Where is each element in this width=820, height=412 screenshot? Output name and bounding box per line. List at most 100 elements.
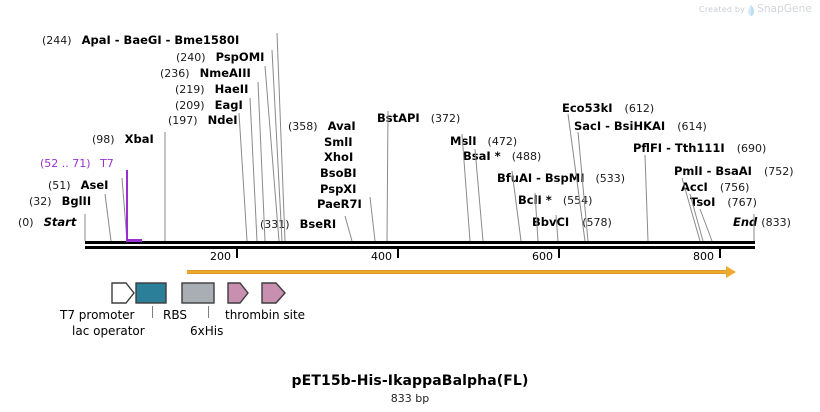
enzyme-names: XbaI: [124, 132, 154, 146]
enzyme-label-avai[interactable]: (358) AvaI: [288, 119, 356, 133]
promoter-label-t7[interactable]: (52 .. 71) T7: [40, 158, 114, 169]
feature-label-rbs[interactable]: RBS: [163, 308, 187, 322]
enzyme-label-bfuai[interactable]: BfuAI - BspMI (533): [497, 171, 626, 185]
ruler-tick-600: [558, 249, 560, 258]
enzyme-names: BsoBI: [320, 166, 357, 180]
ruler-tick-200: [236, 249, 238, 258]
enzyme-names: SmlI: [324, 135, 353, 149]
promoter-range: (52 .. 71): [40, 157, 91, 170]
enzyme-label-bsai[interactable]: BsaI * (488): [463, 149, 542, 163]
enzyme-label-bglii[interactable]: (32) BglII: [29, 194, 92, 208]
enzyme-position: (756): [719, 181, 750, 194]
enzyme-label-paer7i[interactable]: PaeR7I: [317, 197, 362, 211]
enzyme-label-smli[interactable]: SmlI: [324, 135, 353, 149]
feature-glyph-thrombin-site: [261, 282, 286, 304]
enzyme-position: (209): [175, 99, 205, 112]
enzyme-position: (32): [29, 195, 52, 208]
enzyme-names: PmlI - BsaAI: [674, 164, 752, 178]
enzyme-names: AseI: [80, 178, 109, 192]
enzyme-position: (533): [595, 172, 626, 185]
enzyme-position: (690): [736, 142, 767, 155]
enzyme-label-pspxi[interactable]: PspXI: [320, 183, 356, 196]
enzyme-position: (0): [18, 216, 34, 229]
enzyme-label-asei[interactable]: (51) AseI: [48, 178, 109, 192]
enzyme-label-msli[interactable]: MslI (472): [450, 134, 517, 148]
t7-promoter-marker-stem: [126, 170, 128, 241]
enzyme-label-saci[interactable]: SacI - BsiHKAI (614): [574, 120, 707, 133]
enzyme-label-start[interactable]: (0) Start: [18, 215, 77, 229]
enzyme-position: (219): [175, 83, 205, 96]
enzyme-names: EagI: [214, 98, 243, 112]
page-title: pET15b-His-IkappaBalpha(FL): [291, 373, 529, 389]
enzyme-names: BbvCI: [532, 215, 570, 229]
enzyme-label-tsoi[interactable]: TsoI (767): [690, 196, 757, 209]
enzyme-label-pmli[interactable]: PmlI - BsaAI (752): [674, 164, 794, 178]
enzyme-names: MslI: [450, 134, 477, 148]
feature-label-6xhis[interactable]: 6xHis: [190, 324, 224, 338]
t7-promoter-marker[interactable]: [126, 239, 142, 242]
enzyme-label-pspomi[interactable]: (240) PspOMI: [176, 50, 265, 64]
enzyme-label-bsobi[interactable]: BsoBI: [320, 166, 357, 180]
enzyme-position: (767): [727, 196, 757, 209]
enzyme-position: (51): [48, 179, 71, 192]
ruler-label-800: 800: [693, 250, 714, 263]
enzyme-label-ndei[interactable]: (197) NdeI: [168, 113, 238, 127]
ruler-label-200: 200: [210, 250, 231, 263]
feature-label-thrombin-site[interactable]: thrombin site: [225, 308, 306, 322]
enzyme-label-haeii[interactable]: (219) HaeII: [175, 82, 249, 96]
enzyme-label-eagi[interactable]: (209) EagI: [175, 98, 243, 112]
enzyme-position: (240): [176, 51, 206, 64]
feature-label-t7-promoter[interactable]: T7 promoter: [60, 308, 135, 322]
enzyme-names: AvaI: [327, 119, 356, 133]
enzyme-position: (612): [624, 102, 655, 115]
enzyme-names: BglII: [61, 194, 92, 208]
enzyme-names: XhoI: [324, 150, 354, 164]
feature-glyph-row: [111, 282, 286, 304]
enzyme-label-acci[interactable]: AccI (756): [681, 181, 750, 194]
enzyme-label-bcli[interactable]: BclI * (554): [518, 193, 593, 207]
enzyme-names: BsaI *: [463, 149, 501, 163]
enzyme-label-bseri[interactable]: (331) BseRI: [260, 218, 336, 231]
snapgene-watermark: Created by SnapGene: [699, 3, 812, 16]
enzyme-position: (554): [562, 194, 593, 207]
sequence-backbone[interactable]: [85, 241, 755, 244]
enzyme-names: BstAPI: [377, 111, 420, 125]
orf-arrow-head-icon: [726, 266, 736, 278]
enzyme-label-eco53ki[interactable]: Eco53kI (612): [562, 101, 655, 115]
sequence-backbone-lower: [85, 246, 755, 249]
enzyme-names: Start: [43, 215, 77, 229]
enzyme-label-nmeaiii[interactable]: (236) NmeAIII: [160, 67, 251, 80]
feature-leader-6xhis: [208, 306, 209, 318]
enzyme-label-end[interactable]: End (833): [733, 216, 791, 229]
enzyme-names: PaeR7I: [317, 197, 362, 211]
enzyme-names: PflFI - Tth111I: [633, 141, 725, 155]
enzyme-position: (98): [92, 133, 115, 146]
enzyme-names: BfuAI - BspMI: [497, 171, 585, 185]
enzyme-position: (331): [260, 218, 290, 231]
enzyme-position: (833): [761, 216, 791, 229]
feature-label-lac-operator[interactable]: lac operator: [72, 324, 145, 338]
enzyme-label-apai[interactable]: (244) ApaI - BaeGI - Bme1580I: [42, 33, 240, 47]
enzyme-label-xhoi[interactable]: XhoI: [324, 150, 354, 164]
enzyme-names: NdeI: [207, 113, 238, 127]
enzyme-position: (244): [42, 34, 72, 47]
orf-arrow-body[interactable]: [187, 270, 727, 274]
enzyme-names: ApaI - BaeGI - Bme1580I: [81, 33, 240, 47]
enzyme-names: PspOMI: [215, 50, 265, 64]
enzyme-label-pflfi[interactable]: PflFI - Tth111I (690): [633, 141, 767, 155]
enzyme-label-xbai[interactable]: (98) XbaI: [92, 132, 154, 146]
ruler-label-600: 600: [532, 250, 553, 263]
enzyme-position: (197): [168, 114, 198, 127]
enzyme-position: (614): [677, 120, 707, 133]
enzyme-names: HaeII: [214, 82, 249, 96]
enzyme-position: (488): [511, 150, 542, 163]
enzyme-names: Eco53kI: [562, 101, 613, 115]
enzyme-label-bstapi[interactable]: BstAPI (372): [377, 111, 461, 125]
enzyme-label-bbvci[interactable]: BbvCI (578): [532, 215, 612, 229]
feature-leader-lac-operator: [152, 306, 153, 318]
enzyme-names: BclI *: [518, 193, 552, 207]
promoter-name: T7: [100, 157, 114, 170]
feature-glyph-lac-operator: [135, 282, 167, 304]
enzyme-position: (358): [288, 120, 318, 133]
enzyme-position: (372): [430, 112, 461, 125]
